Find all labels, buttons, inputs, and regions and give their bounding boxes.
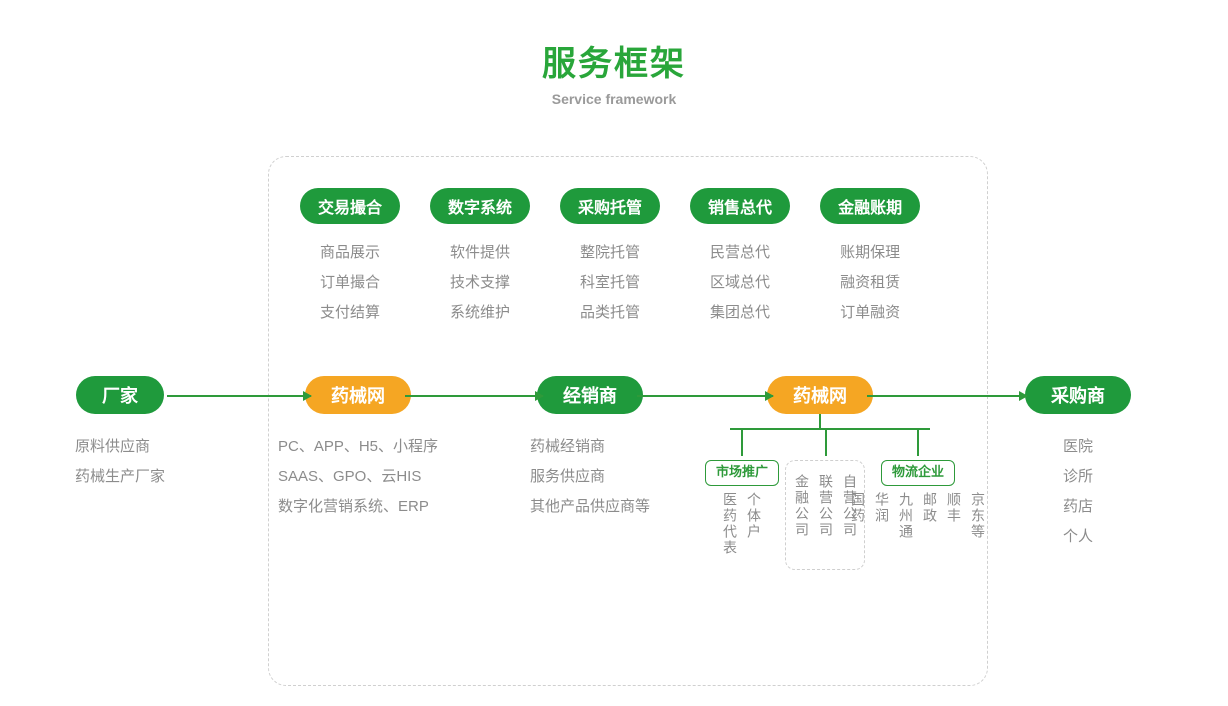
flow-detail-line: 其他产品供应商等 [530,492,650,522]
service-item: 账期保理 [840,238,900,268]
service-item: 品类托管 [580,298,640,328]
flow-detail-line: 服务供应商 [530,462,650,492]
vcol-text: 联营公司 [816,474,836,538]
branch-vcols: 国药华润九州通邮政顺丰京东等 [848,492,988,540]
service-list: 商品展示订单撮合支付结算 [320,238,380,328]
flow-node-buyer: 采购商医院诊所药店个人 [1028,376,1128,552]
service-item: 系统维护 [450,298,510,328]
service-list: 软件提供技术支撑系统维护 [450,238,510,328]
flow-arrow [167,395,311,397]
flow-detail-line: SAAS、GPO、云HIS [278,462,438,492]
flow-detail-line: 药店 [1063,492,1093,522]
vcol-text: 医药代表 [720,492,740,556]
flow-pill: 药械网 [305,376,411,414]
title-block: 服务框架 Service framework [0,0,1228,107]
service-list: 整院托管科室托管品类托管 [580,238,640,328]
service-item: 商品展示 [320,238,380,268]
flow-arrow [405,395,543,397]
flow-node-details: 医院诊所药店个人 [1063,432,1093,552]
tree-bar [730,428,930,430]
tree-drop [917,428,919,456]
service-item: 整院托管 [580,238,640,268]
service-pill: 交易撮合 [300,188,400,224]
service-column: 交易撮合商品展示订单撮合支付结算 [300,188,400,328]
branch-vcols: 医药代表个体户 [720,492,764,556]
service-pill: 采购托管 [560,188,660,224]
title-cn: 服务框架 [0,36,1228,85]
flow-detail-line: PC、APP、H5、小程序 [278,432,438,462]
flow-detail-line: 药械经销商 [530,432,650,462]
vcol-text: 华润 [872,492,892,540]
flow-node-vendor: 厂家原料供应商药械生产厂家 [70,376,170,492]
flow-node-details: 药械经销商服务供应商其他产品供应商等 [530,432,650,522]
flow-detail-line: 数字化营销系统、ERP [278,492,438,522]
flow-detail-line: 诊所 [1063,462,1093,492]
flow-detail-line: 个人 [1063,522,1093,552]
title-en: Service framework [0,91,1228,107]
flow-node-details: 原料供应商药械生产厂家 [75,432,165,492]
flow-arrow [867,395,1027,397]
flow-pill: 厂家 [76,376,164,414]
service-column: 采购托管整院托管科室托管品类托管 [560,188,660,328]
vcol-text: 邮政 [920,492,940,540]
flow-node-details: PC、APP、H5、小程序SAAS、GPO、云HIS数字化营销系统、ERP [278,432,438,522]
service-pill: 销售总代 [690,188,790,224]
service-list: 账期保理融资租赁订单融资 [840,238,900,328]
service-pill: 金融账期 [820,188,920,224]
flow-detail-line: 药械生产厂家 [75,462,165,492]
service-item: 融资租赁 [840,268,900,298]
service-item: 软件提供 [450,238,510,268]
tree-branch: 物流企业国药华润九州通邮政顺丰京东等 [868,460,968,540]
flow-pill: 采购商 [1025,376,1131,414]
service-list: 民营总代区域总代集团总代 [710,238,770,328]
tree-trunk [819,414,821,428]
service-item: 技术支撑 [450,268,510,298]
flow-arrow [637,395,773,397]
vcol-text: 顺丰 [944,492,964,540]
flow-detail-line: 原料供应商 [75,432,165,462]
flow-node-dealer: 经销商药械经销商服务供应商其他产品供应商等 [540,376,640,522]
flow-pill: 药械网 [767,376,873,414]
flow-node-yxw1: 药械网PC、APP、H5、小程序SAAS、GPO、云HIS数字化营销系统、ERP [308,376,408,522]
flow-pill: 经销商 [537,376,643,414]
flow-detail-line: 医院 [1063,432,1093,462]
tree-drop [825,428,827,456]
service-column: 数字系统软件提供技术支撑系统维护 [430,188,530,328]
service-pill: 数字系统 [430,188,530,224]
vcol-text: 国药 [848,492,868,540]
service-item: 区域总代 [710,268,770,298]
branch-label-pill: 物流企业 [881,460,955,486]
service-item: 集团总代 [710,298,770,328]
service-item: 支付结算 [320,298,380,328]
service-item: 订单撮合 [320,268,380,298]
flow-node-yxw2: 药械网 [770,376,870,414]
vcol-text: 九州通 [896,492,916,540]
service-item: 民营总代 [710,238,770,268]
tree-drop [741,428,743,456]
service-column: 金融账期账期保理融资租赁订单融资 [820,188,920,328]
vcol-text: 个体户 [744,492,764,556]
service-item: 科室托管 [580,268,640,298]
service-item: 订单融资 [840,298,900,328]
vcol-text: 京东等 [968,492,988,540]
service-column: 销售总代民营总代区域总代集团总代 [690,188,790,328]
vcol-text: 金融公司 [792,474,812,538]
branch-label-pill: 市场推广 [705,460,779,486]
service-columns: 交易撮合商品展示订单撮合支付结算数字系统软件提供技术支撑系统维护采购托管整院托管… [300,188,920,328]
